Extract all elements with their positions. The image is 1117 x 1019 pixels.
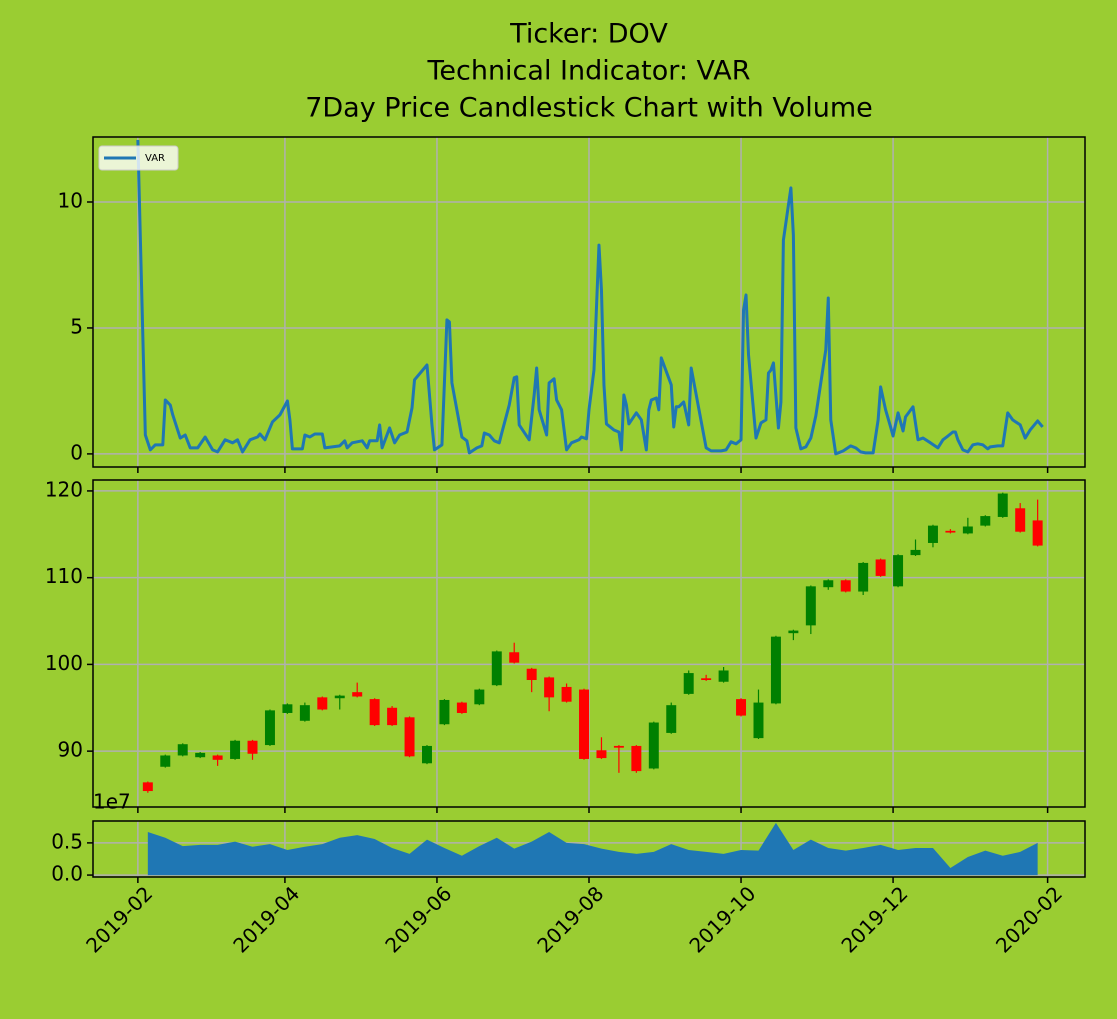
candle-body	[927, 525, 938, 543]
x-tick-label: 2019-04	[228, 881, 304, 957]
legend-box	[98, 145, 179, 171]
axes-frame	[92, 479, 1086, 808]
candle-body	[369, 699, 380, 726]
x-tick-label: 2020-02	[991, 881, 1067, 957]
axes-frame	[92, 820, 1086, 878]
candle-body	[142, 782, 153, 792]
candle-body	[875, 559, 886, 576]
candle-body	[579, 689, 589, 759]
candle-body	[858, 562, 869, 592]
plot-area	[147, 822, 1038, 876]
candle-body	[456, 702, 467, 713]
candle-body	[491, 651, 502, 686]
candle-body	[666, 705, 677, 733]
candle-body	[980, 516, 991, 526]
candle-body	[387, 707, 398, 726]
candle-body	[474, 689, 485, 705]
candle-body	[997, 493, 1008, 517]
y-tick-label: 90	[58, 738, 83, 762]
panel: 90 100 110 120	[45, 477, 1086, 813]
x-tick-label: 2019-02	[81, 881, 157, 957]
candle-body	[1032, 520, 1043, 546]
y-tick-label: 0.0	[51, 862, 83, 886]
x-tick-label: 2019-08	[532, 881, 608, 957]
plot-area	[142, 492, 1043, 793]
axes-frame	[92, 136, 1086, 468]
legend-label: VAR	[145, 153, 165, 164]
candle-body	[195, 752, 206, 758]
y-tick-label: 100	[45, 651, 83, 675]
candle-body	[352, 692, 363, 697]
candle-body	[910, 549, 921, 556]
candle-body	[631, 745, 642, 772]
candle-body	[788, 630, 799, 634]
candle-body	[544, 677, 555, 698]
candle-body	[805, 586, 816, 626]
candle-body	[422, 745, 432, 764]
candle-body	[823, 580, 834, 588]
candle-body	[317, 697, 328, 710]
panel: 2019-02 2019-04 2019-06 2019-08 2019-10 2019-…	[51, 790, 1086, 958]
area	[147, 822, 1038, 876]
chart-title: 7Day Price Candlestick Chart with Volume	[305, 93, 873, 124]
candle-body	[439, 699, 450, 725]
legend: VAR	[98, 145, 179, 171]
x-tick-label: 2019-12	[836, 881, 912, 957]
x-tick-label: 2019-06	[380, 881, 456, 957]
chart-title: Technical Indicator: VAR	[426, 56, 750, 87]
x-tick-label: 2019-10	[684, 881, 760, 957]
y-tick-label: 5	[70, 314, 83, 338]
candle-body	[962, 526, 973, 534]
plot-area	[136, 139, 1044, 456]
chart-title: Ticker: DOV	[509, 19, 668, 50]
candle-body	[212, 755, 223, 760]
candle-body	[264, 710, 275, 746]
y-tick-label: 10	[58, 188, 83, 212]
candle-body	[945, 530, 956, 533]
candle-body	[840, 580, 851, 592]
line	[136, 139, 1044, 456]
panel: 0 5 10 VAR	[58, 136, 1086, 473]
y-tick-label: 0.5	[51, 829, 83, 853]
candle-body	[701, 678, 712, 681]
candle-body	[247, 740, 258, 754]
candle-body	[683, 673, 694, 694]
candle-body	[177, 744, 188, 756]
candle-body	[770, 636, 781, 704]
candle-body	[613, 745, 624, 748]
candle-body	[736, 699, 747, 716]
y-tick-label: 0	[70, 440, 83, 464]
y-tick-label: 120	[45, 477, 83, 501]
candle-body	[1015, 508, 1026, 532]
candle-body	[404, 717, 415, 757]
y-tick-label: 110	[45, 564, 83, 588]
candle-body	[282, 704, 293, 713]
candle-body	[334, 695, 345, 699]
candle-body	[230, 740, 241, 759]
candle-body	[160, 755, 171, 767]
candle-body	[893, 555, 904, 587]
candle-body	[509, 652, 520, 663]
candle-body	[596, 750, 607, 759]
candle-body	[753, 702, 764, 739]
candle-body	[299, 705, 310, 721]
candle-body	[648, 722, 659, 769]
candle-body	[718, 670, 729, 682]
candle-body	[561, 686, 572, 702]
candle-body	[526, 668, 537, 681]
y-offset-label: 1e7	[93, 790, 131, 814]
